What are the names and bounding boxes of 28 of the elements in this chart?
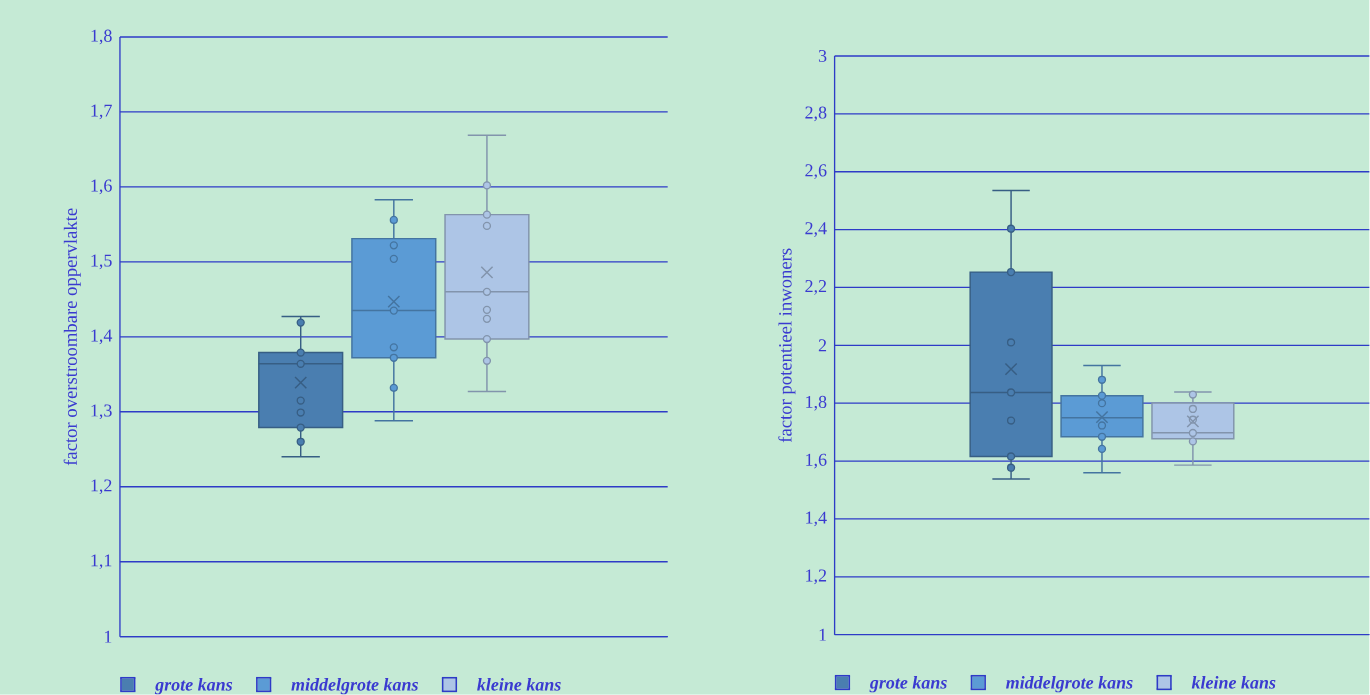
y-tick-label: 1,4 — [806, 511, 827, 527]
y-tick-label: 3 — [818, 50, 827, 63]
y-tick-label: 1 — [104, 630, 112, 643]
y-tick-label: 2,2 — [805, 280, 827, 295]
legend-label: kleine kans — [477, 678, 561, 691]
legend-label: middelgrote kans — [1006, 676, 1133, 693]
legend-label: grote kans — [869, 676, 947, 693]
legend-label: grote kans — [154, 678, 233, 695]
y-tick-label: 1,8 — [91, 29, 112, 45]
y-tick-label: 1,2 — [806, 569, 827, 585]
y-tick-label: 1,1 — [91, 554, 112, 570]
y-tick-label: 2,4 — [805, 222, 827, 238]
y-tick-label: 1,2 — [91, 479, 112, 495]
y-tick-label: 2 — [818, 339, 827, 352]
y-axis-title: factor potentieel inwoners — [778, 248, 796, 443]
legend-label: middelgrote kans — [291, 678, 418, 695]
y-tick-label: 1,7 — [91, 104, 112, 120]
y-tick-label: 1,6 — [806, 453, 827, 469]
y-tick-label: 1,6 — [91, 179, 112, 195]
y-tick-label: 2,6 — [805, 164, 827, 180]
y-tick-label: 1,3 — [91, 404, 112, 420]
y-tick-label: 1,4 — [91, 329, 113, 345]
y-tick-label: 2,8 — [805, 106, 827, 122]
y-tick-label: 1,5 — [91, 254, 112, 270]
y-tick-label: 1 — [819, 628, 826, 641]
legend-label: kleine kans — [1191, 676, 1276, 689]
y-tick-label: 1,8 — [806, 395, 827, 411]
y-axis-title: factor overstroombare oppervlakte — [63, 208, 81, 466]
